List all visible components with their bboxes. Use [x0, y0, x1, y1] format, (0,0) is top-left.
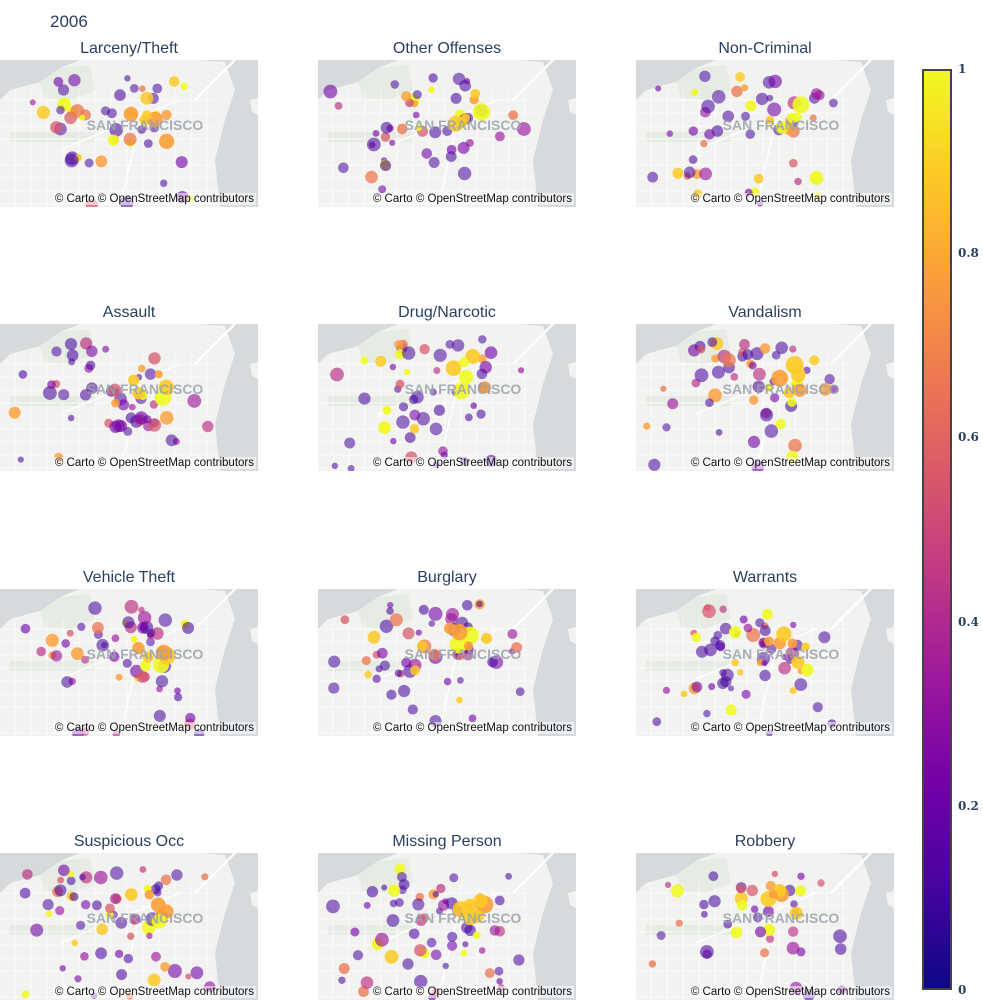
city-label: SAN FRANCISCO: [723, 646, 840, 662]
city-label: SAN FRANCISCO: [405, 117, 522, 133]
map-attribution[interactable]: © Carto © OpenStreetMap contributors: [52, 986, 256, 998]
panel-title: Vehicle Theft: [82, 569, 176, 586]
colorbar-tick-label: 0: [958, 983, 967, 997]
colorbar-tick-label: 1: [958, 62, 967, 76]
panel-title: Robbery: [734, 833, 796, 850]
density-map[interactable]: SAN FRANCISCO © Carto © OpenStreetMap con…: [636, 60, 894, 207]
panel-title: Drug/Narcotic: [398, 304, 496, 321]
map-attribution[interactable]: © Carto © OpenStreetMap contributors: [52, 722, 256, 734]
city-label: SAN FRANCISCO: [723, 117, 840, 133]
city-label: SAN FRANCISCO: [723, 381, 840, 397]
figure-title: 2006: [50, 12, 88, 31]
panel-title: Other Offenses: [392, 40, 502, 57]
density-map[interactable]: SAN FRANCISCO © Carto © OpenStreetMap con…: [318, 589, 576, 736]
city-label: SAN FRANCISCO: [87, 117, 204, 133]
heat-layer: [330, 335, 525, 471]
city-label: SAN FRANCISCO: [87, 910, 204, 926]
panel-title: Missing Person: [392, 833, 502, 850]
density-map[interactable]: SAN FRANCISCO © Carto © OpenStreetMap con…: [0, 853, 258, 1000]
colorbar-tick-label: 0.4: [958, 614, 979, 629]
density-map[interactable]: SAN FRANCISCO © Carto © OpenStreetMap con…: [0, 324, 258, 471]
heat-layer: [323, 72, 531, 194]
heat-layer: [8, 337, 214, 463]
panel-title: Suspicious Occ: [73, 833, 185, 850]
map-attribution[interactable]: © Carto © OpenStreetMap contributors: [370, 722, 574, 734]
city-label: SAN FRANCISCO: [405, 381, 522, 397]
heat-layer: [19, 864, 216, 1000]
panel-title: Warrants: [732, 569, 798, 586]
map-attribution[interactable]: © Carto © OpenStreetMap contributors: [370, 193, 574, 205]
heat-layer: [652, 604, 837, 736]
density-map[interactable]: SAN FRANCISCO © Carto © OpenStreetMap con…: [318, 324, 576, 471]
map-attribution[interactable]: © Carto © OpenStreetMap contributors: [52, 193, 256, 205]
density-map[interactable]: SAN FRANCISCO © Carto © OpenStreetMap con…: [318, 853, 576, 1000]
map-attribution[interactable]: © Carto © OpenStreetMap contributors: [370, 457, 574, 469]
colorbar: [922, 69, 952, 990]
density-map[interactable]: SAN FRANCISCO © Carto © OpenStreetMap con…: [0, 589, 258, 736]
panel-title: Assault: [102, 304, 156, 321]
panel-title: Vandalism: [728, 304, 802, 321]
city-label: SAN FRANCISCO: [87, 646, 204, 662]
map-attribution[interactable]: © Carto © OpenStreetMap contributors: [688, 457, 892, 469]
panel-title: Larceny/Theft: [80, 40, 178, 57]
heat-layer: [328, 599, 525, 728]
map-attribution[interactable]: © Carto © OpenStreetMap contributors: [688, 722, 892, 734]
density-map[interactable]: SAN FRANCISCO © Carto © OpenStreetMap con…: [636, 324, 894, 471]
map-attribution[interactable]: © Carto © OpenStreetMap contributors: [688, 986, 892, 998]
map-attribution[interactable]: © Carto © OpenStreetMap contributors: [688, 193, 892, 205]
density-map[interactable]: SAN FRANCISCO © Carto © OpenStreetMap con…: [636, 853, 894, 1000]
panel-title: Burglary: [417, 569, 477, 586]
density-map[interactable]: SAN FRANCISCO © Carto © OpenStreetMap con…: [318, 60, 576, 207]
city-label: SAN FRANCISCO: [405, 910, 522, 926]
colorbar-tick-label: 0.6: [958, 430, 979, 445]
map-attribution[interactable]: © Carto © OpenStreetMap contributors: [370, 986, 574, 998]
density-map[interactable]: SAN FRANCISCO © Carto © OpenStreetMap con…: [0, 60, 258, 207]
colorbar-tick-label: 0.2: [958, 798, 979, 813]
colorbar-tick-label: 0.8: [958, 246, 979, 261]
map-attribution[interactable]: © Carto © OpenStreetMap contributors: [52, 457, 256, 469]
city-label: SAN FRANCISCO: [405, 646, 522, 662]
city-label: SAN FRANCISCO: [723, 910, 840, 926]
city-label: SAN FRANCISCO: [87, 381, 204, 397]
heat-layer: [20, 599, 205, 736]
density-map[interactable]: SAN FRANCISCO © Carto © OpenStreetMap con…: [636, 589, 894, 736]
heat-layer: [647, 70, 838, 207]
panel-title: Non-Criminal: [718, 40, 812, 57]
